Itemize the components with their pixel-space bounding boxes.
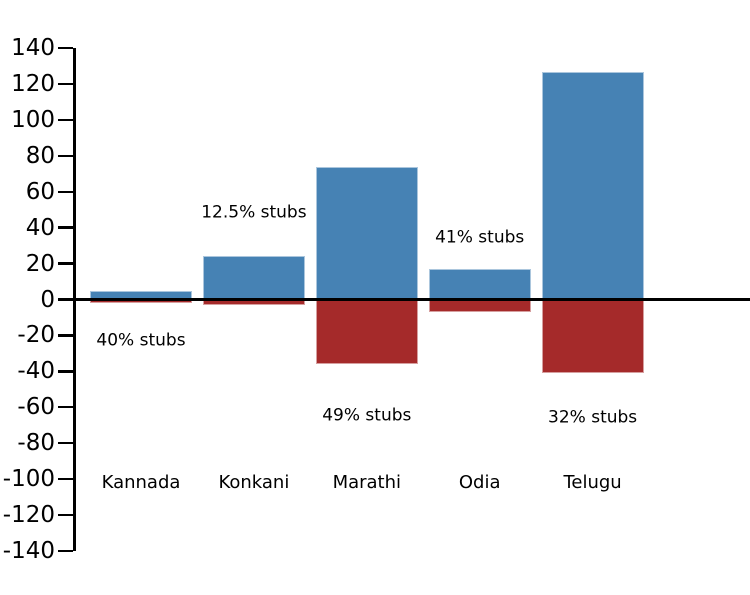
y-tick-label: 60 — [25, 178, 55, 205]
y-tick-mark — [58, 513, 73, 517]
y-tick-mark — [58, 118, 73, 122]
y-tick-mark — [58, 154, 73, 158]
y-tick-mark — [58, 82, 73, 86]
y-tick-label: 140 — [11, 35, 55, 62]
y-tick-label: 120 — [11, 71, 55, 98]
y-tick-label: -40 — [17, 358, 55, 385]
annotation-stub-percent: 41% stubs — [435, 227, 525, 248]
annotation-stub-percent: 40% stubs — [96, 330, 186, 351]
y-tick-mark — [58, 226, 73, 229]
bar-articles-marathi — [315, 166, 418, 300]
bar-articles-telugu — [541, 71, 644, 300]
x-category-label: Telugu — [563, 472, 622, 493]
x-category-label: Odia — [458, 472, 501, 493]
bar-articles-odia — [428, 268, 531, 300]
bar-stubs-odia — [428, 299, 531, 313]
y-tick-label: -100 — [2, 466, 55, 492]
y-tick-label: 0 — [40, 286, 55, 313]
y-tick-mark — [58, 46, 73, 50]
y-axis-line — [73, 48, 76, 551]
y-tick-label: 80 — [25, 142, 55, 169]
y-tick-mark — [58, 405, 73, 409]
y-tick-label: -60 — [17, 394, 55, 421]
y-tick-label: -20 — [17, 322, 55, 349]
y-tick-mark — [58, 370, 73, 373]
x-category-label: Marathi — [332, 472, 402, 493]
x-category-label: Kannada — [101, 472, 181, 493]
y-tick-mark — [58, 190, 73, 194]
annotation-stub-percent: 32% stubs — [548, 407, 638, 428]
x-category-label: Konkani — [218, 472, 290, 493]
x-axis-zero-line — [76, 298, 750, 301]
y-tick-label: -120 — [2, 501, 55, 528]
bar-stubs-marathi — [315, 299, 418, 365]
y-tick-mark — [58, 262, 73, 265]
bar-articles-konkani — [202, 256, 305, 300]
y-tick-mark — [58, 334, 73, 337]
y-tick-mark — [58, 477, 73, 481]
y-tick-mark — [58, 549, 73, 553]
annotation-stub-percent: 12.5% stubs — [201, 202, 307, 223]
bar-stubs-telugu — [541, 299, 644, 374]
y-tick-label: 40 — [25, 214, 55, 241]
y-tick-label: -140 — [2, 537, 55, 564]
annotation-stub-percent: 49% stubs — [322, 405, 412, 426]
y-tick-label: 100 — [11, 107, 55, 133]
y-tick-mark — [58, 298, 73, 301]
y-tick-mark — [58, 441, 73, 445]
y-tick-label: 20 — [25, 250, 55, 277]
y-tick-label: -80 — [17, 430, 55, 457]
